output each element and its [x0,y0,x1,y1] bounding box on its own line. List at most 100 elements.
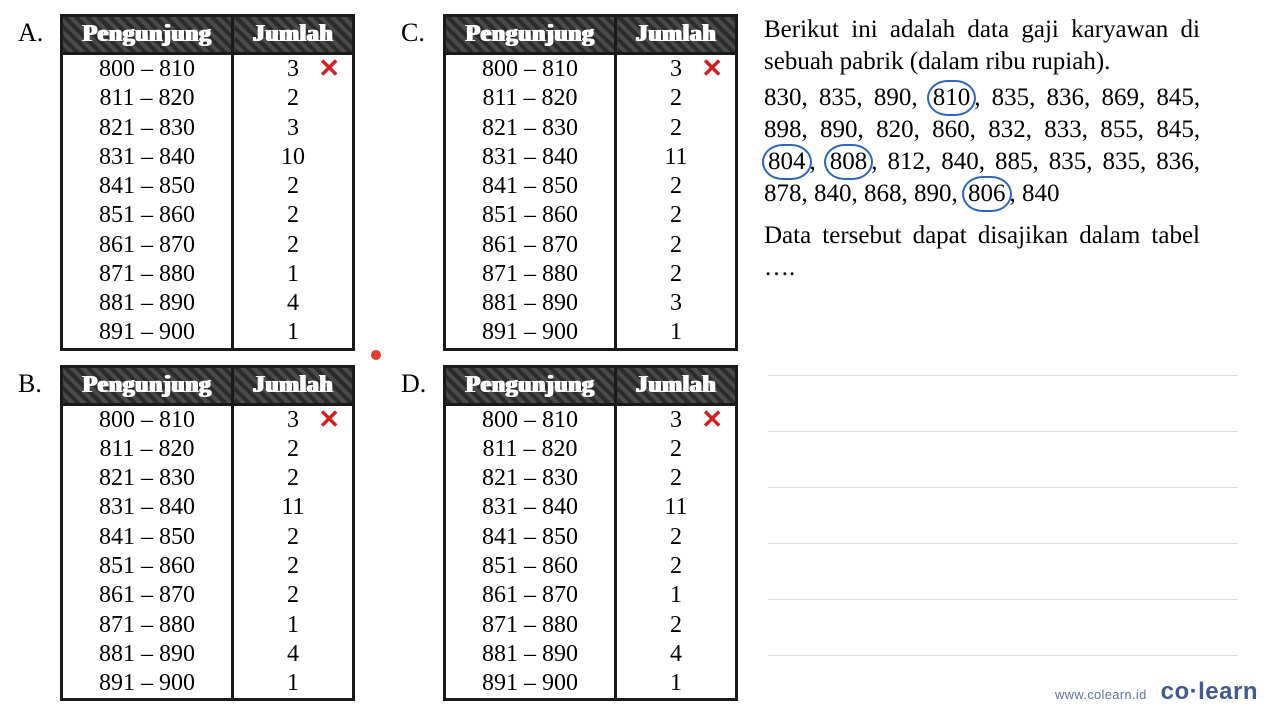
cell-count: 3✕ [233,54,354,85]
x-mark-icon: ✕ [318,53,340,85]
footer-site-url: www.colearn.id [1055,687,1147,702]
cell-range: 861 – 870 [62,581,233,610]
circled-number: 806 [962,176,1012,212]
table-row: 821 – 8302 [445,114,737,143]
x-mark-icon: ✕ [701,53,723,85]
option-label-B: B. [18,365,60,399]
col-header-count: Jumlah [616,366,737,404]
cell-count: 1 [616,669,737,700]
table-row: 811 – 8202 [62,435,354,464]
cell-range: 811 – 820 [445,84,616,113]
cell-range: 891 – 900 [445,318,616,349]
table-row: 831 – 84011 [62,493,354,522]
table-row: 871 – 8801 [62,611,354,640]
options-col-1: A. PengunjungJumlah800 – 8103✕811 – 8202… [18,14,355,710]
cell-count: 2 [233,231,354,260]
cell-count: 2 [233,523,354,552]
table-row: 871 – 8801 [62,260,354,289]
cell-range: 841 – 850 [62,523,233,552]
table-row: 881 – 8903 [445,289,737,318]
cell-count: 2 [616,260,737,289]
freq-table-B: PengunjungJumlah800 – 8103✕811 – 8202821… [60,365,355,702]
laser-pointer-icon [371,350,381,360]
table-row: 800 – 8103✕ [62,54,354,85]
col-header-count: Jumlah [233,16,354,54]
freq-table-A: PengunjungJumlah800 – 8103✕811 – 8202821… [60,14,355,351]
circled-number: 808 [824,144,874,180]
cell-range: 831 – 840 [445,493,616,522]
cell-count: 2 [616,172,737,201]
cell-count: 3✕ [616,54,737,85]
cell-count: 1 [233,669,354,700]
cell-count: 1 [616,318,737,349]
x-mark-icon: ✕ [318,404,340,436]
cell-count: 1 [616,581,737,610]
cell-count: 3 [616,289,737,318]
table-row: 841 – 8502 [62,523,354,552]
cell-count: 2 [616,435,737,464]
options-col-2: C. PengunjungJumlah800 – 8103✕811 – 8202… [401,14,738,710]
cell-count: 10 [233,143,354,172]
question-para-3: Data tersebut dapat disajikan dalam tabe… [764,220,1200,284]
cell-range: 831 – 840 [445,143,616,172]
cell-count: 11 [616,493,737,522]
option-label-D: D. [401,365,443,399]
table-row: 841 – 8502 [445,172,737,201]
table-row: 821 – 8302 [445,464,737,493]
table-row: 861 – 8701 [445,581,737,610]
option-B: B. PengunjungJumlah800 – 8103✕811 – 8202… [18,365,355,702]
table-row: 800 – 8103✕ [445,54,737,85]
cell-range: 871 – 880 [445,611,616,640]
cell-range: 861 – 870 [445,581,616,610]
circled-number: 810 [927,80,977,116]
col-header-count: Jumlah [616,16,737,54]
cell-count: 3✕ [616,404,737,435]
cell-count: 2 [616,231,737,260]
option-label-C: C. [401,14,443,48]
freq-table-D: PengunjungJumlah800 – 8103✕811 – 8202821… [443,365,738,702]
cell-range: 851 – 860 [445,552,616,581]
col-header-range: Pengunjung [62,16,233,54]
circled-number: 804 [762,144,812,180]
cell-range: 851 – 860 [62,552,233,581]
table-row: 841 – 8502 [445,523,737,552]
option-A: A. PengunjungJumlah800 – 8103✕811 – 8202… [18,14,355,351]
cell-range: 851 – 860 [445,201,616,230]
cell-count: 2 [616,201,737,230]
cell-count: 2 [616,611,737,640]
option-label-A: A. [18,14,60,48]
cell-range: 881 – 890 [445,640,616,669]
cell-range: 831 – 840 [62,493,233,522]
cell-range: 871 – 880 [445,260,616,289]
cell-count: 2 [616,523,737,552]
cell-count: 2 [233,435,354,464]
table-row: 841 – 8502 [62,172,354,201]
cell-range: 841 – 850 [62,172,233,201]
cell-range: 851 – 860 [62,201,233,230]
cell-count: 3 [233,114,354,143]
cell-range: 841 – 850 [445,172,616,201]
cell-count: 2 [233,552,354,581]
cell-count: 2 [616,464,737,493]
cell-count: 4 [233,289,354,318]
cell-range: 861 – 870 [62,231,233,260]
cell-count: 4 [616,640,737,669]
cell-range: 861 – 870 [445,231,616,260]
table-row: 821 – 8302 [62,464,354,493]
table-row: 881 – 8904 [62,640,354,669]
cell-count: 1 [233,260,354,289]
footer-brand-pre: co [1161,678,1190,705]
cell-range: 811 – 820 [62,84,233,113]
table-row: 881 – 8904 [62,289,354,318]
table-row: 811 – 8202 [62,84,354,113]
table-row: 831 – 84011 [445,143,737,172]
col-header-range: Pengunjung [445,16,616,54]
cell-count: 11 [616,143,737,172]
cell-count: 3✕ [233,404,354,435]
cell-range: 881 – 890 [62,640,233,669]
option-C: C. PengunjungJumlah800 – 8103✕811 – 8202… [401,14,738,351]
cell-range: 800 – 810 [445,54,616,85]
col-header-range: Pengunjung [62,366,233,404]
cell-range: 881 – 890 [62,289,233,318]
table-row: 861 – 8702 [445,231,737,260]
